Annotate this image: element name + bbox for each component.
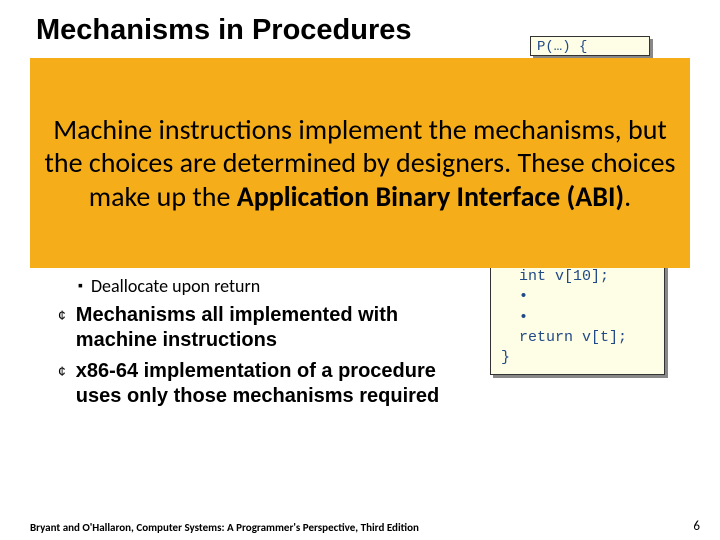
bullet-list: ▪ Deallocate upon return ¢ Mechanisms al… (50, 275, 450, 409)
overlay-bold: Application Binary Interface (ABI) (237, 179, 624, 214)
bullet-marker-icon: ¢ (58, 303, 66, 328)
main-bullet: ¢ x86-64 implementation of a procedure u… (58, 359, 450, 409)
main-bullet: ¢ Mechanisms all implemented with machin… (58, 303, 450, 353)
highlight-overlay: Machine instructions implement the mecha… (30, 58, 690, 268)
sub-bullet: ▪ Deallocate upon return (78, 275, 450, 297)
main-bullet-text: Mechanisms all implemented with machine … (76, 303, 450, 353)
footer-citation: Bryant and O'Hallaron, Computer Systems:… (30, 521, 419, 534)
code-snippet-top: P(…) { (530, 36, 650, 56)
bullet-marker-icon: ▪ (78, 275, 83, 296)
page-number: 6 (693, 519, 700, 534)
bullet-marker-icon: ¢ (58, 359, 66, 384)
main-bullet-text: x86-64 implementation of a procedure use… (76, 359, 450, 409)
overlay-text: Machine instructions implement the mecha… (44, 113, 676, 214)
overlay-tail: . (624, 179, 631, 214)
sub-bullet-text: Deallocate upon return (91, 275, 260, 297)
code-snippet-bottom: int v[10]; • • return v[t]; } (490, 260, 665, 375)
